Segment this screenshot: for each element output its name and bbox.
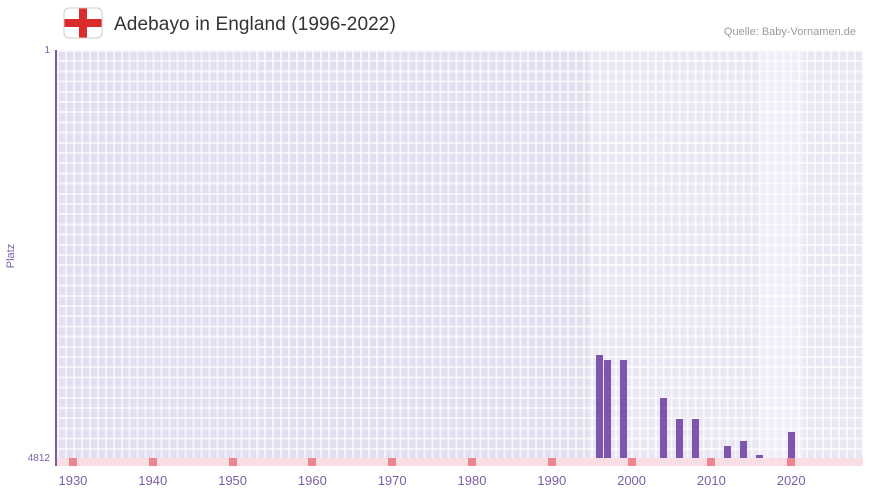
y-axis-label: Platz [5, 243, 17, 269]
decade-mark-1950 [228, 458, 237, 466]
decade-mark-1930 [68, 458, 77, 466]
decade-mark-1960 [308, 458, 317, 466]
bar-2008[interactable] [691, 418, 699, 458]
bar-2006[interactable] [675, 418, 683, 458]
source-attribution: Quelle: Baby-Vornamen.de [723, 26, 856, 38]
x-tick-label-2020: 2020 [776, 473, 806, 488]
bar-2014[interactable] [739, 440, 747, 458]
bar-1996[interactable] [596, 355, 604, 458]
chart-title: Adebayo in England (1996-2022) [114, 14, 396, 35]
x-tick-label-1940: 1940 [138, 473, 168, 488]
y-tick-top: 1 [44, 45, 50, 56]
bar-2020[interactable] [787, 432, 795, 458]
x-tick-label-1960: 1960 [297, 473, 327, 488]
bar-1999[interactable] [620, 359, 628, 458]
x-tick-label-1950: 1950 [218, 473, 248, 488]
bar-2016[interactable] [755, 455, 763, 458]
x-tick-label-1970: 1970 [377, 473, 407, 488]
plot-area [57, 50, 863, 466]
y-axis-line [55, 50, 57, 466]
x-tick-label-2010: 2010 [696, 473, 726, 488]
bar-2004[interactable] [659, 397, 667, 458]
decade-mark-2020 [787, 458, 796, 466]
y-tick-bottom: 4812 [27, 453, 50, 464]
x-tick-label-1980: 1980 [457, 473, 487, 488]
baseline-strip [57, 458, 863, 466]
x-tick-label-1930: 1930 [58, 473, 88, 488]
grid-lines [57, 50, 863, 458]
decade-mark-1990 [547, 458, 556, 466]
decade-mark-2000 [627, 458, 636, 466]
x-tick-label-2000: 2000 [617, 473, 647, 488]
bar-2012[interactable] [723, 446, 731, 458]
bar-1997[interactable] [604, 359, 612, 458]
decade-mark-1940 [148, 458, 157, 466]
x-tick-label-1990: 1990 [537, 473, 567, 488]
england-flag-icon [63, 7, 103, 39]
decade-mark-1980 [467, 458, 476, 466]
decade-mark-1970 [388, 458, 397, 466]
decade-mark-2010 [707, 458, 716, 466]
